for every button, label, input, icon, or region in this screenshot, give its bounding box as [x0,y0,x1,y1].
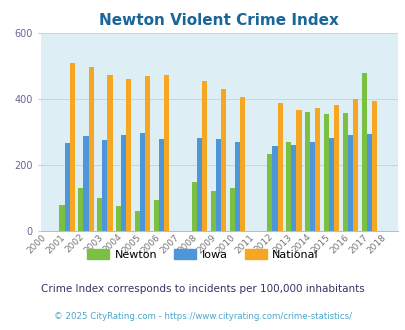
Bar [107,75,112,231]
Bar [305,112,309,231]
Bar [347,135,352,231]
Bar [64,143,69,231]
Bar [159,139,164,231]
Bar [164,75,169,231]
Bar [69,63,75,231]
Bar [309,142,315,231]
Bar [352,99,357,231]
Bar [315,108,320,231]
Bar [88,67,94,231]
Bar [342,113,347,231]
Title: Newton Violent Crime Index: Newton Violent Crime Index [99,13,338,28]
Bar [116,206,121,231]
Bar [266,154,272,231]
Bar [296,110,301,231]
Bar [328,138,333,231]
Bar [97,198,102,231]
Bar [126,79,131,231]
Bar [215,139,220,231]
Legend: Newton, Iowa, National: Newton, Iowa, National [82,245,323,264]
Bar [210,191,215,231]
Bar [196,138,201,231]
Bar [291,145,296,231]
Bar [234,142,239,231]
Bar [201,81,207,231]
Bar [191,182,196,231]
Bar [229,188,234,231]
Bar [333,105,339,231]
Text: © 2025 CityRating.com - https://www.cityrating.com/crime-statistics/: © 2025 CityRating.com - https://www.city… [54,313,351,321]
Bar [220,89,226,231]
Bar [59,205,64,231]
Bar [277,103,282,231]
Bar [78,188,83,231]
Bar [145,76,150,231]
Bar [102,140,107,231]
Bar [371,101,376,231]
Bar [239,97,244,231]
Bar [140,133,145,231]
Bar [361,73,366,231]
Bar [366,134,371,231]
Bar [286,142,291,231]
Text: Crime Index corresponds to incidents per 100,000 inhabitants: Crime Index corresponds to incidents per… [41,284,364,294]
Bar [135,211,140,231]
Bar [272,146,277,231]
Bar [153,200,159,231]
Bar [121,135,126,231]
Bar [83,136,88,231]
Bar [323,114,328,231]
